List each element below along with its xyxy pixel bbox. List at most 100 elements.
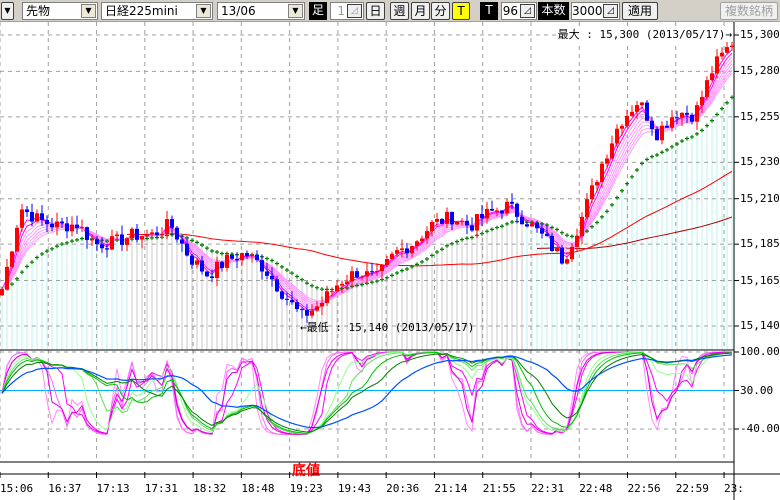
candle-body — [320, 302, 324, 307]
ma-marker — [645, 157, 649, 162]
osc-line-green — [1, 352, 733, 433]
candle-body — [195, 260, 199, 265]
time-tick-label: 22:56 — [627, 482, 661, 495]
minute-button[interactable]: 分 — [431, 2, 450, 20]
candle-body — [685, 112, 689, 115]
month-button[interactable]: 月 — [411, 2, 430, 20]
osc-line-green — [1, 351, 733, 435]
bar-label: 足 — [309, 2, 327, 20]
candle-body — [670, 117, 674, 128]
ma-marker — [270, 258, 274, 263]
candle-body — [425, 231, 429, 239]
week-button[interactable]: 週 — [390, 2, 409, 20]
t-spinner[interactable]: 96 ◿ — [501, 2, 537, 20]
ma-marker — [425, 256, 429, 261]
spinner-icon[interactable]: ◿ — [520, 4, 535, 18]
candle-body — [500, 210, 504, 214]
osc-line-blue — [1, 354, 733, 429]
candle-body — [535, 223, 539, 229]
ma-marker — [610, 202, 614, 207]
ma-marker — [385, 275, 389, 280]
ma-marker — [50, 246, 54, 251]
tick-button[interactable]: T — [452, 2, 470, 20]
ma-marker — [725, 100, 729, 105]
candle-body — [605, 158, 609, 164]
ma-marker — [655, 153, 659, 158]
spinner-icon[interactable]: ◿ — [347, 4, 362, 18]
market-select[interactable]: 先物 ▼ — [22, 2, 98, 20]
ma-marker — [555, 227, 559, 232]
candle-body — [700, 96, 704, 106]
ma-marker — [305, 281, 309, 286]
ma-marker — [485, 229, 489, 234]
symbol-select[interactable]: 日経225mini ▼ — [101, 2, 213, 20]
ma-marker — [20, 270, 24, 275]
candle-body — [485, 208, 489, 219]
ma-marker — [195, 240, 199, 245]
ma-marker — [30, 260, 34, 265]
ma-marker — [265, 256, 269, 261]
ma-marker — [490, 227, 494, 232]
candle-body — [15, 227, 19, 252]
ma-marker — [405, 266, 409, 271]
contract-select[interactable]: 13/06 ▼ — [217, 2, 305, 20]
candle-body — [100, 244, 104, 249]
candle-body — [680, 112, 684, 118]
candle-body — [395, 250, 399, 254]
candle-body — [85, 227, 89, 240]
time-tick-label: 18:32 — [193, 482, 227, 495]
ma-marker — [680, 139, 684, 144]
candle-body — [225, 254, 229, 268]
ma-marker — [210, 248, 214, 253]
candle-body — [525, 224, 529, 227]
count-spinner[interactable]: 3000 ◿ — [571, 2, 620, 20]
spinner-icon[interactable]: ◿ — [603, 4, 618, 18]
candle-body — [290, 299, 294, 303]
candle-body — [340, 283, 344, 286]
candle-body — [80, 227, 84, 229]
ma-marker — [10, 282, 14, 287]
ma-marker — [205, 246, 209, 251]
candle-body — [125, 238, 129, 245]
candle-body — [200, 260, 204, 272]
ma-marker — [570, 234, 574, 239]
candle-body — [580, 216, 584, 237]
multi-symbol-button[interactable]: 複数銘柄 — [720, 2, 778, 20]
price-tick-label: 15,165 — [740, 273, 780, 287]
ma-marker — [705, 123, 709, 128]
day-button[interactable]: 日 — [366, 2, 385, 20]
candle-body — [695, 105, 699, 122]
time-tick-label: 19:23 — [289, 482, 323, 495]
apply-button[interactable]: 適用 — [622, 2, 658, 20]
candle-body — [145, 234, 149, 237]
candle-body — [120, 234, 124, 245]
count-label: 本数 — [538, 2, 569, 20]
candle-body — [455, 221, 459, 225]
candle-body — [490, 208, 494, 211]
candle-body — [465, 220, 469, 226]
candle-body — [675, 117, 679, 119]
candle-body — [450, 211, 454, 225]
candle-body — [715, 56, 719, 74]
ma-marker — [295, 274, 299, 279]
candle-body — [250, 254, 254, 256]
candle-body — [300, 309, 304, 311]
time-tick-label: 20:36 — [386, 482, 420, 495]
price-chart[interactable] — [0, 22, 780, 500]
ma-marker — [390, 273, 394, 278]
candle-body — [445, 211, 449, 224]
bar-spinner[interactable]: 1 ◿ — [330, 2, 364, 20]
candle-body — [130, 228, 134, 239]
candle-body — [170, 219, 174, 228]
ma-marker — [470, 235, 474, 240]
ma-marker — [40, 251, 44, 256]
ma-marker — [560, 230, 564, 235]
candle-body — [645, 102, 649, 121]
ma-marker — [35, 255, 39, 260]
candle-body — [70, 224, 74, 232]
menu-dropdown-button[interactable]: ▼ — [1, 2, 14, 20]
ma-marker — [395, 270, 399, 275]
ma-marker — [355, 283, 359, 288]
candle-body — [545, 233, 549, 236]
candle-body — [115, 234, 119, 237]
